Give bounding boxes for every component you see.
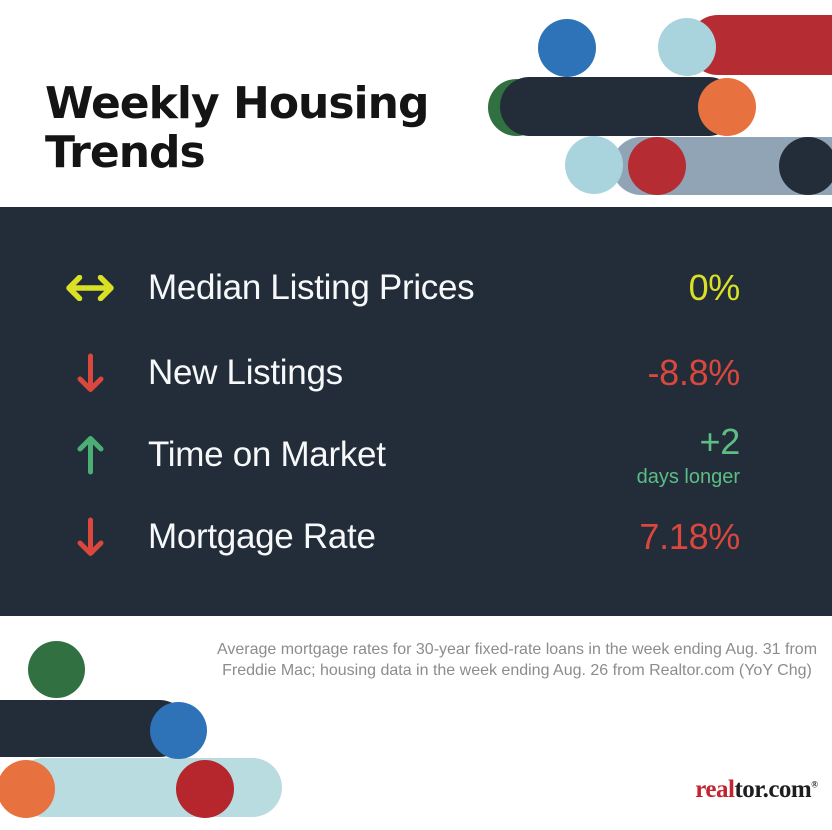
metric-label: Mortgage Rate (148, 517, 376, 556)
metric-row-time-on-market: Time on Market +2 days longer (62, 421, 741, 488)
metric-row-mortgage-rate: Mortgage Rate 7.18% (62, 505, 740, 569)
footnote-line-2: Freddie Mac; housing data in the week en… (222, 662, 812, 679)
metric-value: -8.8% (647, 352, 740, 393)
metric-value: 0% (688, 267, 741, 308)
metric-row-median-listing-prices: Median Listing Prices 0% (62, 256, 740, 320)
decor-red-circle (628, 137, 686, 195)
metric-label: Median Listing Prices (148, 268, 475, 307)
decor-navy-circle (779, 137, 832, 195)
metric-value-note: days longer (636, 466, 740, 488)
page-title: Weekly Housing Trends (45, 78, 429, 179)
decor-green-circle-bottom (28, 641, 85, 698)
metric-value: +2 (699, 421, 741, 462)
metrics-panel (0, 207, 832, 616)
metric-label: New Listings (148, 353, 343, 392)
logo-real: real (695, 776, 735, 803)
metric-row-new-listings: New Listings -8.8% (62, 341, 740, 405)
decor-orange-circle-bottom (0, 760, 55, 818)
up-arrow-icon (62, 435, 118, 475)
footnote-line-1: Average mortgage rates for 30-year fixed… (216, 641, 818, 658)
decor-blue-circle-bottom (150, 702, 207, 759)
decor-lightblue-circle (658, 18, 716, 76)
down-arrow-icon (62, 353, 118, 393)
metric-label: Time on Market (148, 435, 386, 474)
metric-value: 7.18% (639, 516, 740, 557)
down-arrow-icon (62, 517, 118, 557)
realtor-com-logo: realtor.com® (695, 776, 818, 804)
decor-orange-circle (698, 78, 756, 136)
decor-red-circle-bottom (176, 760, 234, 818)
decor-blue-circle (538, 19, 596, 77)
footnote: Average mortgage rates for 30-year fixed… (215, 639, 819, 681)
registered-trademark-icon: ® (811, 779, 818, 790)
decor-lightblue-circle-2 (565, 136, 623, 194)
logo-tor-com: tor.com (734, 776, 812, 803)
decor-teal-pill-bottom (14, 758, 282, 817)
flat-left-right-arrow-icon (62, 275, 118, 301)
